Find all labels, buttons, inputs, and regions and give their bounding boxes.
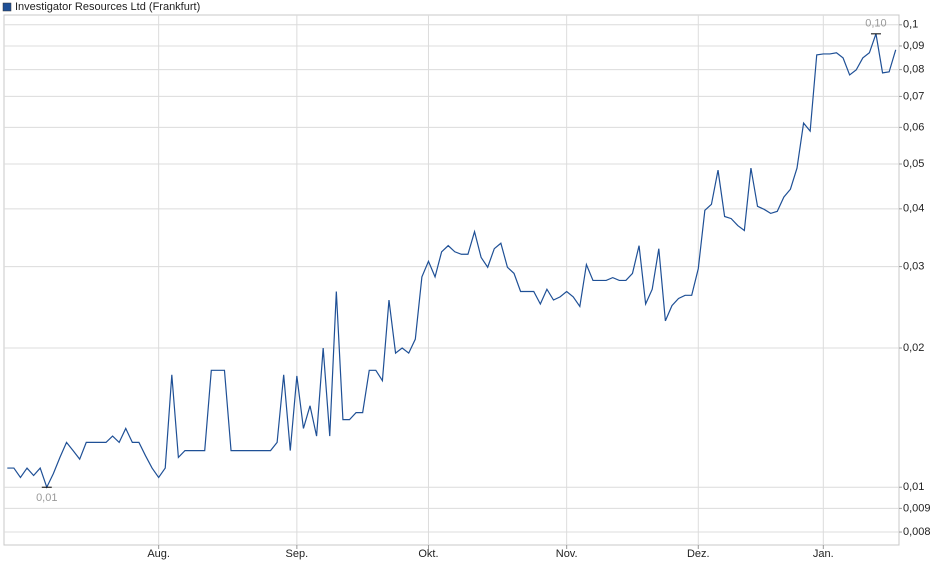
y-tick-label: 0,09 xyxy=(903,40,924,52)
value-label: 0,10 xyxy=(865,18,886,30)
y-tick-label: 0,1 xyxy=(903,19,918,31)
legend-label: Investigator Resources Ltd (Frankfurt) xyxy=(15,1,200,13)
x-tick-label: Aug. xyxy=(147,548,170,560)
x-tick-label: Dez. xyxy=(687,548,710,560)
y-tick-label: 0,03 xyxy=(903,260,924,272)
legend-swatch xyxy=(2,2,12,12)
y-tick-label: 0,06 xyxy=(903,121,924,133)
y-tick-label: 0,04 xyxy=(903,203,924,215)
y-tick-label: 0,05 xyxy=(903,158,924,170)
y-tick-label: 0,01 xyxy=(903,481,924,493)
line xyxy=(7,33,897,489)
x-tick-label: Okt. xyxy=(418,548,438,560)
x-tick-label: Sep. xyxy=(286,548,309,560)
y-tick-label: 0,07 xyxy=(903,90,924,102)
y-tick-label: 0,02 xyxy=(903,342,924,354)
y-tick-label: 0,009 xyxy=(903,502,931,514)
y-tick-label: 0,08 xyxy=(903,64,924,76)
y-tick-label: 0,008 xyxy=(903,526,931,538)
value-label: 0,01 xyxy=(36,492,57,504)
x-tick-label: Jan. xyxy=(813,548,834,560)
x-tick-label: Nov. xyxy=(556,548,578,560)
plot-area xyxy=(3,14,900,546)
